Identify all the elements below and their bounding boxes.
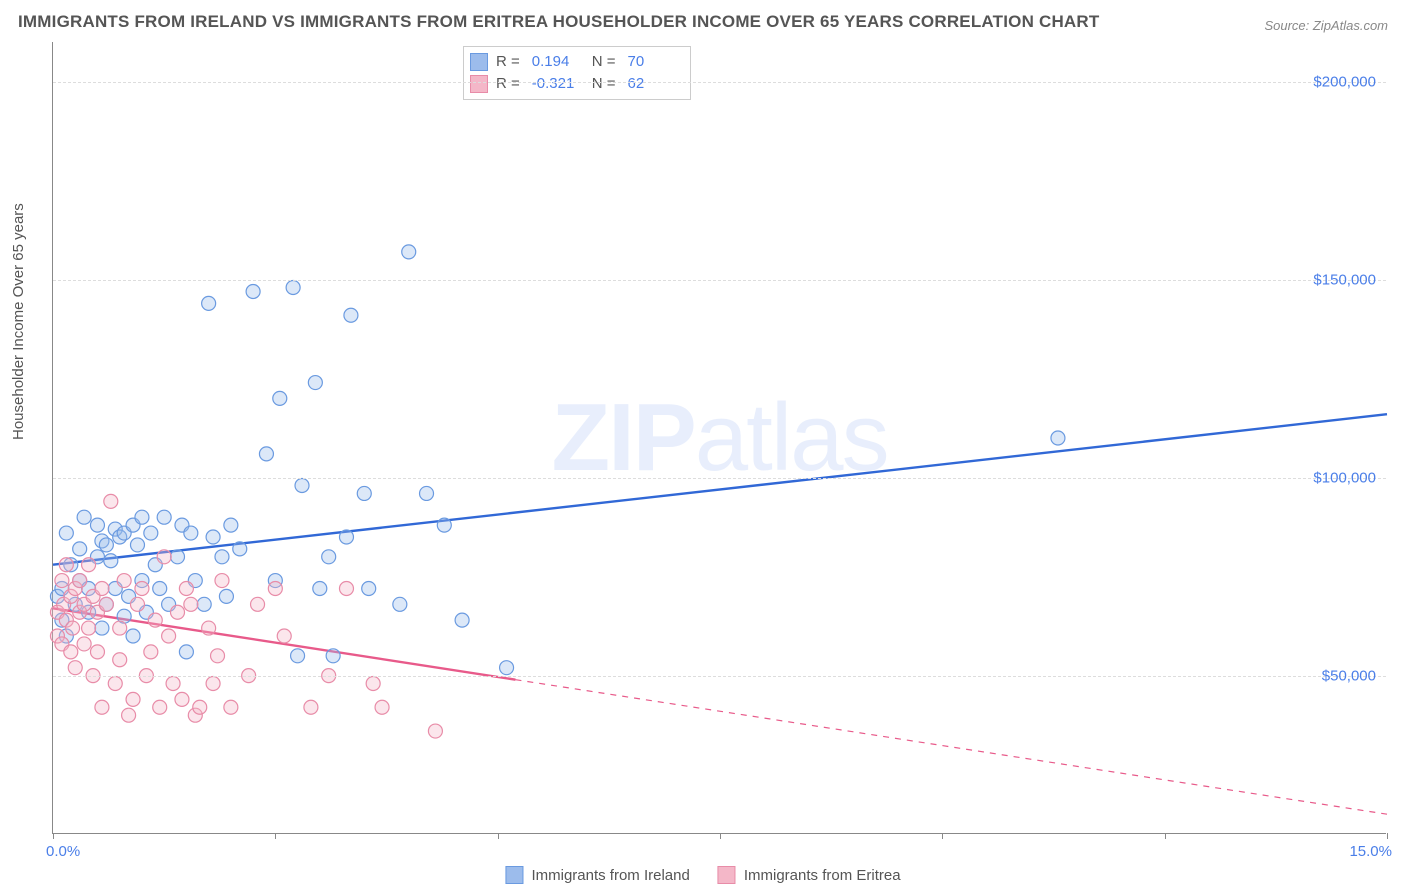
legend-label-eritrea: Immigrants from Eritrea — [744, 867, 901, 884]
y-axis-label: Householder Income Over 65 years — [10, 203, 27, 440]
stat-r-label: R = — [496, 73, 520, 95]
source-attribution: Source: ZipAtlas.com — [1264, 18, 1388, 33]
y-tick-label: $200,000 — [1313, 73, 1376, 90]
stats-legend-box: R = 0.194 N = 70 R = -0.321 N = 62 — [463, 46, 691, 100]
x-tick — [498, 833, 499, 839]
stat-r-label: R = — [496, 51, 520, 73]
x-tick — [1387, 833, 1388, 839]
swatch-eritrea — [718, 866, 736, 884]
gridline — [53, 478, 1386, 479]
chart-title: IMMIGRANTS FROM IRELAND VS IMMIGRANTS FR… — [18, 12, 1099, 32]
stat-n-ireland: 70 — [628, 51, 680, 73]
x-tick-label-max: 15.0% — [1349, 843, 1392, 860]
plot-area: ZIPatlas R = 0.194 N = 70 R = -0.321 N =… — [52, 42, 1386, 834]
y-tick-label: $50,000 — [1322, 667, 1376, 684]
x-tick — [1165, 833, 1166, 839]
swatch-eritrea — [470, 75, 488, 93]
bottom-legend: Immigrants from Ireland Immigrants from … — [505, 866, 900, 884]
gridline — [53, 676, 1386, 677]
stats-row-ireland: R = 0.194 N = 70 — [470, 51, 680, 73]
stat-n-label: N = — [592, 51, 616, 73]
gridline — [53, 280, 1386, 281]
y-tick-label: $100,000 — [1313, 469, 1376, 486]
swatch-ireland — [505, 866, 523, 884]
stat-n-eritrea: 62 — [628, 73, 680, 95]
swatch-ireland — [470, 53, 488, 71]
stat-r-ireland: 0.194 — [532, 51, 584, 73]
gridline — [53, 82, 1386, 83]
x-tick-label-min: 0.0% — [46, 843, 80, 860]
stat-r-eritrea: -0.321 — [532, 73, 584, 95]
legend-label-ireland: Immigrants from Ireland — [531, 867, 689, 884]
y-tick-label: $150,000 — [1313, 271, 1376, 288]
x-tick — [942, 833, 943, 839]
x-tick — [720, 833, 721, 839]
x-tick — [275, 833, 276, 839]
legend-item-eritrea: Immigrants from Eritrea — [718, 866, 901, 884]
legend-item-ireland: Immigrants from Ireland — [505, 866, 689, 884]
stat-n-label: N = — [592, 73, 616, 95]
x-tick — [53, 833, 54, 839]
stats-row-eritrea: R = -0.321 N = 62 — [470, 73, 680, 95]
chart-svg — [53, 42, 1386, 833]
